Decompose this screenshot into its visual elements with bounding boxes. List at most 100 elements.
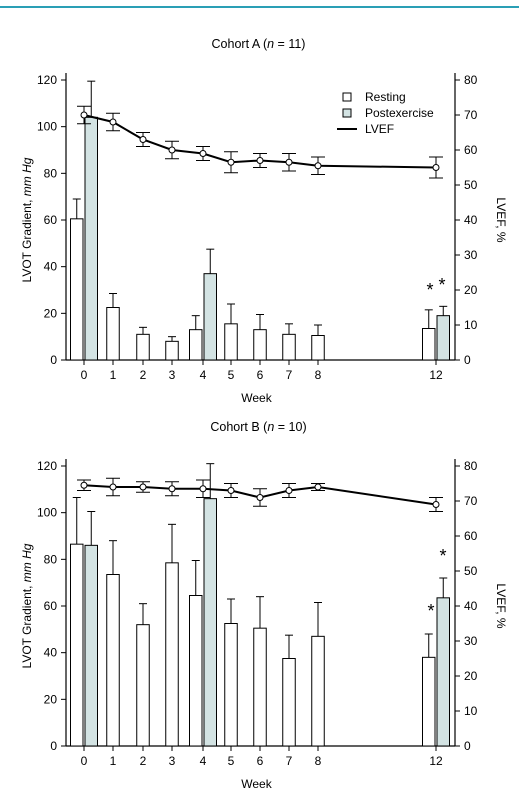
resting-bar [165,562,179,747]
y-tick-label: 60 [44,213,58,227]
legend-postexercise-swatch [342,108,352,118]
x-tick-label: 3 [169,754,176,768]
resting-bar [253,627,267,747]
lvef-point [285,487,293,494]
y-tick-label: 40 [44,646,58,660]
lvef-point [199,150,207,157]
legend-resting-label: Resting [365,90,406,104]
y2-tick-label: 60 [464,143,478,157]
lvef-point [314,483,322,491]
x-tick-label: 12 [429,754,443,768]
y-tick-label: 100 [37,506,57,520]
x-tick-label: 3 [169,368,176,382]
y2-tick-label: 30 [464,634,478,648]
lvef-point [139,136,147,143]
resting-bar [136,624,150,747]
x-tick-label: 1 [110,368,117,382]
y2-tick-label: 0 [464,353,471,367]
x-tick-label: 8 [315,754,322,768]
lvef-point [314,162,322,170]
resting-bar [282,658,296,747]
y2-axis-title: LVEF, % [494,197,508,242]
y2-tick-label: 30 [464,248,478,262]
x-tick-label: 0 [81,368,88,382]
lvef-point [256,157,264,164]
postexercise-bar [84,116,98,361]
y-tick-label: 0 [50,353,57,367]
resting-bar [422,328,436,361]
y-tick-label: 20 [44,306,58,320]
y2-tick-label: 10 [464,704,478,718]
lvef-point [168,146,176,154]
legend: Resting Postexercise LVEF [337,90,434,136]
resting-bar [106,574,120,747]
lvef-point [109,483,117,491]
chart-title: Cohort B (n = 10) [210,420,306,434]
y2-tick-label: 20 [464,283,478,297]
postexercise-bar [203,498,217,747]
y-tick-label: 100 [37,120,57,134]
y-axis-title: LVOT Gradient, mm Hg [20,157,34,282]
lvef-point [80,481,88,489]
lvef-point [227,487,235,494]
resting-bar [253,329,267,361]
x-tick-label: 8 [315,368,322,382]
resting-bar [189,595,203,747]
chart-title: Cohort A (n = 11) [212,37,306,51]
y2-tick-label: 50 [464,564,478,578]
resting-bar [282,333,296,361]
y-tick-label: 120 [37,459,57,473]
lvef-point [256,494,264,501]
y2-tick-label: 20 [464,669,478,683]
x-tick-label: 6 [257,368,264,382]
lvef-point [432,164,440,171]
y-axis-title: LVOT Gradient, mm Hg [20,543,34,668]
lvef-point [285,158,293,166]
x-tick-label: 2 [140,754,147,768]
legend-lvef-label: LVEF [365,122,394,136]
legend-postexercise-label: Postexercise [365,106,434,120]
y-tick-label: 0 [50,739,57,753]
x-tick-label: 12 [429,368,443,382]
x-tick-label: 7 [286,754,293,768]
y2-tick-label: 40 [464,599,478,613]
x-tick-label: 5 [228,368,235,382]
y2-tick-label: 70 [464,494,478,508]
y-tick-label: 60 [44,599,58,613]
x-tick-label: 4 [200,368,207,382]
y2-tick-label: 50 [464,178,478,192]
x-tick-label: 0 [81,754,88,768]
lvef-point [432,501,440,508]
postexercise-bar [203,273,217,361]
resting-bar [70,218,84,361]
lvef-point [168,485,176,493]
x-tick-label: 4 [200,754,207,768]
resting-bar [311,635,325,747]
y-tick-label: 20 [44,692,58,706]
y2-tick-label: 10 [464,318,478,332]
y2-tick-label: 0 [464,739,471,753]
lvef-point [227,158,235,166]
cohort-b-panel: Cohort B (n = 10)02040608010012001020304… [20,420,508,791]
x-tick-label: 5 [228,754,235,768]
postexercise-bar [436,597,450,747]
x-tick-label: 1 [110,754,117,768]
y-tick-label: 80 [44,552,58,566]
significance-asterisk: * [427,601,434,621]
lvef-line [83,114,437,169]
resting-bar [189,329,203,361]
lvef-line [83,484,437,506]
x-axis-title: Week [241,391,272,405]
lvef-point [109,118,117,126]
resting-bar [106,307,120,361]
y2-tick-label: 60 [464,529,478,543]
resting-bar [136,333,150,361]
x-axis-title: Week [241,777,272,791]
y-tick-label: 120 [37,73,57,87]
y2-axis-title: LVEF, % [494,583,508,628]
resting-bar [422,656,436,747]
x-tick-label: 6 [257,754,264,768]
postexercise-bar [436,315,450,361]
significance-asterisk: * [439,546,446,566]
